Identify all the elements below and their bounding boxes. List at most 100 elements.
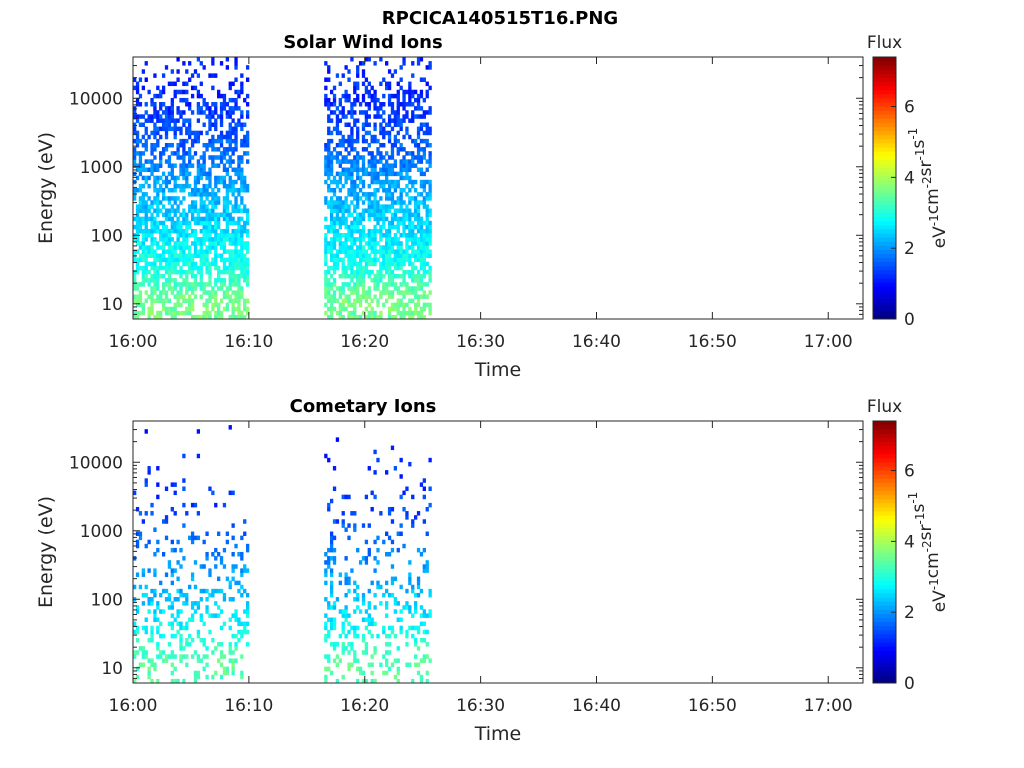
spectrogram-cell (179, 228, 183, 234)
spectrogram-cell (419, 261, 424, 267)
spectrogram-cell (350, 646, 354, 651)
spectrogram-cell (164, 183, 169, 189)
spectrogram-cell (231, 306, 235, 312)
spectrogram-cell (214, 220, 218, 226)
spectrogram-cell (367, 122, 371, 127)
spectrogram-cell (350, 237, 354, 242)
spectrogram-cell (167, 282, 172, 287)
spectrogram-cell (396, 678, 400, 684)
spectrogram-cell (161, 192, 166, 197)
spectrogram-cell (133, 678, 137, 684)
colorbar-tick-label: 6 (904, 462, 915, 482)
spectrogram-cell (382, 261, 386, 267)
spectrogram-cell (376, 249, 380, 254)
colorbar-unit-label: eV-1cm-2sr-1s-1 (906, 128, 950, 249)
spectrogram-cell (385, 662, 389, 668)
spectrogram-cell (344, 89, 348, 95)
spectrogram-cell (411, 310, 415, 316)
spectrogram-cell (411, 253, 415, 258)
spectrogram-cell (385, 269, 389, 275)
spectrogram-cell (367, 151, 371, 156)
spectrogram-cell (387, 273, 392, 279)
spectrogram-cell (353, 310, 357, 316)
spectrogram-cell (170, 118, 174, 123)
spectrogram-cell (428, 106, 432, 111)
spectrogram-cell (379, 216, 383, 222)
colorbar-step (873, 445, 896, 451)
spectrogram-cell (399, 102, 403, 107)
spectrogram-cell (422, 179, 426, 185)
spectrogram-cell (150, 224, 154, 230)
spectrogram-cell (387, 118, 392, 123)
spectrogram-cell (240, 257, 244, 263)
spectrogram-cell (141, 245, 145, 250)
spectrogram-cell (373, 605, 377, 610)
spectrogram-cell (361, 633, 366, 639)
spectrogram-cell (356, 85, 360, 91)
spectrogram-cell (133, 188, 137, 193)
spectrogram-cell (153, 183, 157, 189)
spectrogram-cell (205, 282, 209, 287)
spectrogram-cell (411, 93, 415, 99)
spectrogram-cell (228, 269, 232, 275)
spectrogram-cell (234, 543, 238, 549)
spectrogram-cell (419, 171, 424, 177)
spectrogram-cell (208, 629, 212, 635)
spectrogram-cell (231, 650, 235, 655)
spectrogram-cell (428, 183, 432, 189)
spectrogram-cell (416, 212, 421, 218)
spectrogram-cell (237, 261, 241, 267)
spectrogram-cell (185, 621, 189, 627)
spectrogram-cell (411, 249, 415, 254)
spectrogram-cell (399, 188, 403, 193)
spectrogram-cell (402, 134, 406, 140)
spectrogram-cell (350, 110, 354, 115)
spectrogram-cell (147, 568, 151, 573)
spectrogram-cell (243, 609, 247, 614)
spectrogram-cell (382, 625, 386, 631)
spectrogram-cell (135, 506, 140, 512)
spectrogram-cell (211, 147, 215, 152)
spectrogram-cell (416, 151, 421, 156)
spectrogram-cell (205, 674, 209, 680)
spectrogram-cell (367, 171, 371, 177)
spectrogram-cell (353, 609, 357, 614)
spectrogram-cell (161, 273, 166, 279)
spectrogram-cell (387, 220, 392, 226)
spectrogram-cell (182, 183, 186, 189)
spectrogram-cell (324, 167, 328, 173)
spectrogram-cell (231, 220, 235, 226)
spectrogram-cell (338, 118, 342, 123)
spectrogram-cell (159, 126, 163, 132)
spectrogram-cell (425, 564, 429, 569)
spectrogram-cell (350, 159, 354, 164)
spectrogram-cell (396, 138, 400, 144)
spectrogram-cell (214, 126, 218, 132)
spectrogram-cell (385, 642, 389, 647)
spectrogram-cell (167, 81, 172, 87)
spectrogram-cell (164, 147, 169, 152)
spectrogram-cell (170, 208, 174, 213)
spectrogram-cell (150, 228, 154, 234)
spectrogram-cell (373, 650, 377, 655)
spectrogram-cell (208, 138, 212, 144)
spectrogram-cell (150, 163, 154, 168)
colorbar-step (873, 294, 896, 300)
spectrogram-cell (202, 183, 206, 189)
spectrogram-cell (133, 278, 137, 283)
spectrogram-cell (361, 249, 366, 254)
spectrogram-cell (335, 183, 340, 189)
spectrogram-cell (419, 241, 424, 246)
spectrogram-cell (219, 93, 224, 99)
spectrogram-cell (202, 539, 206, 545)
spectrogram-cell (358, 273, 363, 279)
spectrogram-cell (225, 151, 229, 156)
spectrogram-cell (387, 179, 392, 185)
spectrogram-cell (176, 629, 180, 635)
spectrogram-cell (341, 290, 345, 295)
spectrogram-cell (419, 89, 424, 95)
spectrogram-cell (411, 151, 415, 156)
spectrogram-cell (419, 77, 424, 82)
spectrogram-cell (214, 237, 218, 242)
spectrogram-cell (173, 241, 177, 246)
